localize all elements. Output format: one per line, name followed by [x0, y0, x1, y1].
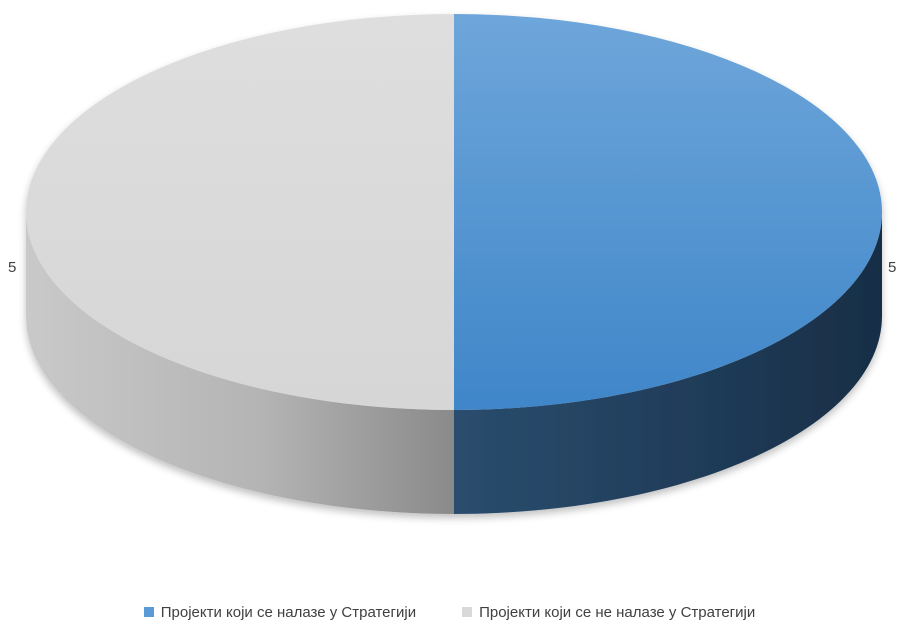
pie-slice-in-strategy: [454, 14, 882, 410]
pie-chart-canvas: 55: [8, 14, 896, 514]
legend-item-in-strategy: Пројекти који се налазе у Стратегији: [143, 603, 417, 621]
legend-swatch-blue: [143, 607, 154, 617]
pie-slice-not-in-strategy: [26, 14, 454, 410]
pie-side-in-strategy: [454, 212, 882, 514]
legend-item-not-in-strategy: Пројекти који се не налазе у Стратегији: [462, 604, 755, 621]
pie-side-not-in-strategy: [26, 212, 454, 514]
data-label-in-strategy: 5: [888, 259, 896, 276]
legend: Пројекти који се налазе у Стратегији Про…: [0, 600, 899, 624]
legend-label-in-strategy: Пројекти који се налазе у Стратегији: [160, 603, 417, 621]
legend-label-not-in-strategy: Пројекти који се не налазе у Стратегији: [479, 603, 756, 621]
data-label-not-in-strategy: 5: [8, 259, 16, 276]
legend-swatch-grey: [462, 607, 473, 617]
